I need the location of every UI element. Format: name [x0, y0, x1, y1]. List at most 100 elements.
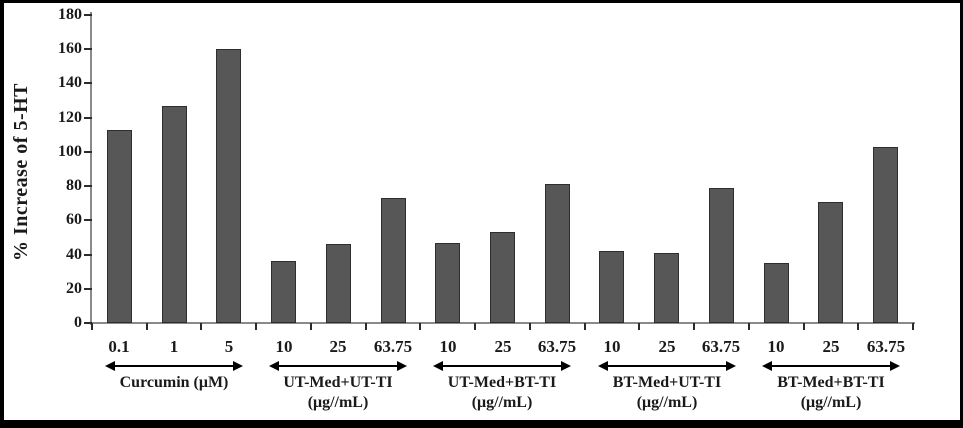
group-range-arrow — [105, 361, 243, 371]
figure-border-right — [960, 0, 963, 428]
group-label: UT-Med+UT-TI — [283, 374, 393, 391]
category-label: 25 — [494, 337, 512, 356]
group-sublabel: (μg//mL) — [636, 394, 698, 411]
arrow-head-left-icon — [269, 361, 279, 371]
bar — [599, 251, 624, 323]
category-label: 10 — [603, 337, 621, 356]
bar — [764, 263, 789, 323]
figure-border-left — [0, 0, 4, 428]
category-label: 25 — [658, 337, 676, 356]
category-label: 63.75 — [373, 337, 413, 356]
x-axis-tick — [255, 323, 257, 330]
y-axis-tick — [84, 185, 92, 187]
y-axis-tick — [84, 288, 92, 290]
y-tick-label: 80 — [66, 177, 82, 194]
y-tick-label: 180 — [58, 6, 82, 23]
group-sublabel: (μg//mL) — [471, 394, 533, 411]
bar — [326, 244, 351, 323]
category-label: 1 — [169, 337, 179, 356]
bar — [435, 243, 460, 323]
arrow-head-left-icon — [762, 361, 772, 371]
x-axis-tick — [693, 323, 695, 330]
arrow-head-right-icon — [561, 361, 571, 371]
y-tick-label: 60 — [66, 211, 82, 228]
category-label: 63.75 — [866, 337, 906, 356]
arrow-head-right-icon — [397, 361, 407, 371]
bar — [216, 49, 241, 323]
y-axis-tick — [84, 151, 92, 153]
category-label: 63.75 — [701, 337, 741, 356]
figure-border-top — [0, 0, 963, 3]
arrow-shaft — [440, 365, 564, 367]
y-tick-label: 0 — [74, 314, 82, 331]
x-axis-tick — [91, 323, 93, 330]
y-axis-tick — [84, 254, 92, 256]
bar — [545, 184, 570, 323]
y-axis-tick — [84, 117, 92, 119]
y-axis-tick — [84, 219, 92, 221]
y-tick-label: 20 — [66, 280, 82, 297]
arrow-shaft — [769, 365, 893, 367]
group-range-arrow — [598, 361, 736, 371]
bar — [107, 130, 132, 323]
bar — [818, 202, 843, 323]
bar — [490, 232, 515, 323]
arrow-shaft — [112, 365, 236, 367]
category-label: 10 — [275, 337, 293, 356]
x-axis-tick — [912, 323, 914, 330]
y-axis-title: % Increase of 5-HT — [10, 82, 32, 262]
bar — [709, 188, 734, 323]
group-label: Curcumin (μM) — [119, 374, 229, 391]
x-axis-tick — [748, 323, 750, 330]
y-tick-label: 100 — [58, 143, 82, 160]
y-tick-label: 40 — [66, 246, 82, 263]
arrow-shaft — [605, 365, 729, 367]
x-axis-tick — [146, 323, 148, 330]
group-label: BT-Med+BT-TI — [777, 374, 885, 391]
x-axis-tick — [584, 323, 586, 330]
category-label: 10 — [439, 337, 457, 356]
y-axis-tick — [84, 14, 92, 16]
x-axis-line — [90, 322, 915, 324]
category-label: 0.1 — [108, 337, 130, 356]
y-axis-line — [90, 12, 92, 325]
y-tick-label: 160 — [58, 40, 82, 57]
x-axis-tick — [310, 323, 312, 330]
x-axis-tick — [529, 323, 531, 330]
category-label: 5 — [224, 337, 234, 356]
y-axis-tick — [84, 82, 92, 84]
bar — [381, 198, 406, 323]
category-label: 25 — [822, 337, 840, 356]
y-axis-tick — [84, 322, 92, 324]
bar — [873, 147, 898, 323]
category-label: 10 — [767, 337, 785, 356]
arrow-head-right-icon — [726, 361, 736, 371]
x-axis-tick — [365, 323, 367, 330]
x-axis-tick — [857, 323, 859, 330]
group-sublabel: (μg//mL) — [307, 394, 369, 411]
arrow-head-right-icon — [233, 361, 243, 371]
y-axis-tick — [84, 48, 92, 50]
group-label: BT-Med+UT-TI — [612, 374, 722, 391]
x-axis-tick — [200, 323, 202, 330]
arrow-head-right-icon — [890, 361, 900, 371]
bar — [654, 253, 679, 323]
x-axis-tick — [803, 323, 805, 330]
x-axis-tick — [419, 323, 421, 330]
group-sublabel: (μg//mL) — [800, 394, 862, 411]
y-tick-label: 120 — [58, 109, 82, 126]
y-tick-label: 140 — [58, 74, 82, 91]
figure-border-bottom — [0, 420, 963, 428]
arrow-shaft — [276, 365, 400, 367]
category-label: 25 — [329, 337, 347, 356]
bar — [162, 106, 187, 323]
group-label: UT-Med+BT-TI — [447, 374, 557, 391]
group-range-arrow — [433, 361, 571, 371]
arrow-head-left-icon — [598, 361, 608, 371]
bar — [271, 261, 296, 323]
arrow-head-left-icon — [433, 361, 443, 371]
category-label: 63.75 — [537, 337, 577, 356]
x-axis-tick — [638, 323, 640, 330]
arrow-head-left-icon — [105, 361, 115, 371]
